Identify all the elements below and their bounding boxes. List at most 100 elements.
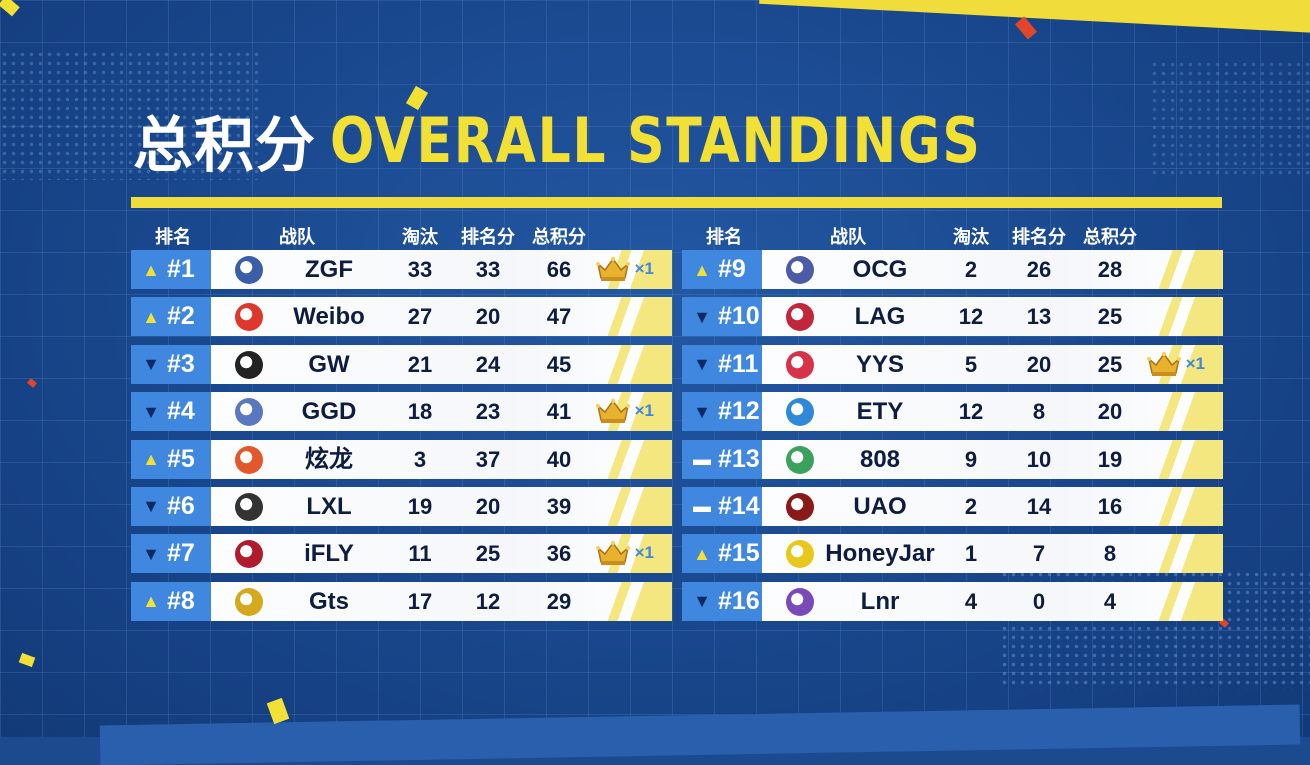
total-value: 66: [546, 257, 572, 282]
table-row: ▲ #8 Gts 17 12 29: [131, 581, 672, 621]
rank-cell: ▲ #9: [682, 250, 762, 289]
rank-number: #5: [167, 444, 195, 473]
team-name: UAO: [853, 492, 907, 520]
total-value: 40: [546, 446, 572, 472]
rank-cell: ▬ #13: [682, 439, 762, 479]
gts-logo-icon: [235, 587, 263, 616]
chicken-dinner-badge: ×1: [595, 398, 654, 424]
table-row: ▲ #1 ZGF 33 33 66 ×1: [131, 250, 672, 289]
rank-cell: ▲ #15: [682, 534, 762, 574]
standings-rows-right: ▲ #9 OCG 2 26 28 ▼ #10 LAG 12 13 25 ▼ #1…: [682, 250, 1223, 621]
table-row: ▼ #10 LAG 12 13 25: [682, 297, 1223, 337]
header-elims: 淘汰: [402, 227, 438, 248]
lnr-logo-icon: [786, 587, 814, 616]
placement-value: 12: [475, 588, 501, 614]
header-placement: 排名分: [461, 227, 515, 248]
ggd-logo-icon: [235, 398, 263, 427]
rank-cell: ▼ #10: [682, 297, 762, 337]
total-value: 4: [1103, 588, 1117, 614]
placement-value: 20: [1026, 351, 1052, 377]
crown-icon: [1146, 351, 1181, 376]
table-row: ▲ #15 HoneyJar 1 7 8: [682, 534, 1223, 574]
elims-value: 9: [964, 446, 978, 472]
crown-count: ×1: [1185, 353, 1205, 373]
rank-number: #9: [718, 255, 746, 283]
rank-cell: ▼ #12: [682, 392, 762, 432]
total-value: 39: [546, 493, 572, 519]
rank-cell: ▲ #8: [131, 581, 211, 621]
trend-down-icon: ▼: [142, 401, 160, 422]
rank-number: #6: [167, 491, 195, 520]
placement-value: 13: [1026, 304, 1052, 330]
rank-cell: ▼ #6: [131, 486, 211, 526]
placement-value: 10: [1026, 446, 1052, 472]
trend-up-icon: ▲: [693, 259, 711, 280]
table-row: ▲ #2 Weibo 27 20 47: [131, 297, 672, 337]
rank-number: #14: [718, 491, 760, 520]
placement-value: 20: [475, 493, 501, 519]
total-value: 47: [546, 304, 572, 330]
rank-number: #11: [718, 349, 759, 378]
trend-up-icon: ▲: [142, 259, 160, 280]
total-value: 20: [1097, 399, 1123, 425]
total-value: 25: [1097, 304, 1123, 330]
trend-up-icon: ▲: [693, 543, 711, 564]
trend-up-icon: ▲: [142, 306, 160, 327]
trend-up-icon: ▲: [142, 591, 160, 612]
header-total: 总积分: [532, 227, 586, 248]
elims-value: 2: [964, 493, 978, 519]
table-row: ▼ #4 GGD 18 23 41 ×1: [131, 392, 672, 432]
elims-value: 21: [407, 351, 433, 377]
team-name: YYS: [855, 350, 905, 378]
header-team: 战队: [279, 227, 315, 248]
dot-pattern-right: [1150, 60, 1310, 180]
elims-value: 3: [413, 446, 427, 472]
team-name: LAG: [854, 303, 906, 331]
trend-same-icon: ▬: [693, 496, 711, 517]
trend-same-icon: ▬: [693, 449, 711, 470]
team-name: iFLY: [304, 540, 354, 568]
elims-value: 12: [958, 304, 984, 330]
total-value: 45: [546, 351, 572, 377]
team-name: ETY: [856, 398, 904, 426]
elims-value: 12: [958, 399, 984, 425]
crown-icon: [595, 541, 630, 566]
table-row: ▲ #9 OCG 2 26 28: [682, 250, 1223, 289]
total-value: 29: [546, 588, 572, 614]
team-name: GGD: [301, 398, 357, 426]
zgf-logo-icon: [235, 256, 263, 284]
total-value: 36: [546, 541, 572, 567]
table-row: ▬ #14 UAO 2 14 16: [682, 486, 1223, 526]
elims-value: 1: [964, 541, 978, 567]
table-header: 排名 战队 淘汰 排名分 总积分: [131, 218, 672, 250]
rank-number: #10: [718, 302, 760, 331]
elims-value: 27: [407, 304, 433, 330]
dot-pattern-top: [0, 50, 260, 180]
rank-number: #13: [718, 444, 760, 473]
uao-logo-icon: [786, 492, 814, 521]
lxl-logo-icon: [235, 492, 263, 521]
team-name: OCG: [852, 256, 908, 283]
table-row: ▼ #7 iFLY 11 25 36 ×1: [131, 534, 672, 574]
placement-value: 33: [475, 257, 501, 282]
total-value: 8: [1103, 541, 1117, 567]
rank-cell: ▼ #11: [682, 344, 762, 384]
rank-number: #8: [167, 586, 195, 615]
total-value: 19: [1097, 446, 1123, 472]
elims-value: 2: [964, 257, 978, 282]
honeyjar-logo-icon: [786, 540, 814, 569]
table-row: ▼ #12 ETY 12 8 20: [682, 392, 1223, 432]
header-elims: 淘汰: [953, 227, 989, 248]
ifly-logo-icon: [235, 540, 263, 569]
standings-table-left: 排名 战队 淘汰 排名分 总积分 ▲ #1 ZGF 33 33 66 ×1 ▲ …: [131, 218, 672, 629]
table-row: ▲ #5 炫龙 3 37 40: [131, 439, 672, 479]
crown-count: ×1: [634, 401, 654, 421]
rank-cell: ▬ #14: [682, 486, 762, 526]
gw-logo-icon: [235, 350, 263, 379]
trend-down-icon: ▼: [142, 354, 160, 375]
rank-number: #7: [167, 539, 195, 568]
team-name: Weibo: [293, 303, 365, 331]
rank-cell: ▲ #1: [131, 250, 211, 289]
placement-value: 24: [475, 351, 501, 377]
elims-value: 5: [964, 351, 978, 377]
